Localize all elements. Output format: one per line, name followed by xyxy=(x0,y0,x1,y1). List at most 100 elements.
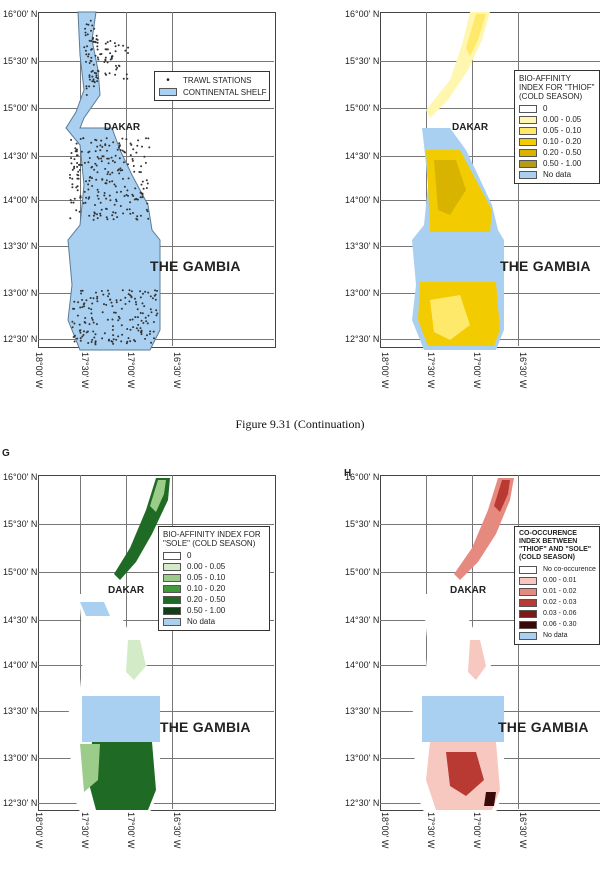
trawl-station-dot xyxy=(111,159,114,162)
trawl-station-dot xyxy=(112,141,115,144)
trawl-station-dot xyxy=(146,182,149,185)
trawl-station-dot xyxy=(129,212,132,215)
trawl-station-dot xyxy=(117,168,120,171)
trawl-station-dot xyxy=(117,315,120,318)
lat-label: 14°30' N xyxy=(3,615,38,625)
lon-label: 17°00' W xyxy=(472,812,482,849)
grid-line xyxy=(38,156,274,157)
legend-row: 0.10 - 0.20 xyxy=(515,136,599,147)
trawl-station-dot xyxy=(84,201,87,204)
trawl-station-dot xyxy=(110,301,113,304)
trawl-station-dot xyxy=(105,303,108,306)
lat-label: 15°00' N xyxy=(345,567,380,577)
trawl-station-dot xyxy=(141,193,144,196)
lon-label: 17°30' W xyxy=(80,352,90,389)
trawl-station-dot xyxy=(84,49,87,52)
trawl-station-dot xyxy=(116,148,119,151)
map-panel-thiof: 16°00' N 15°30' N 15°00' N 14°30' N 14°0… xyxy=(300,0,600,400)
trawl-station-dot xyxy=(149,295,152,298)
trawl-station-dot xyxy=(120,340,123,343)
trawl-station-dot xyxy=(111,180,114,183)
lat-label: 12°30' N xyxy=(3,798,38,808)
trawl-station-dot xyxy=(119,205,122,207)
trawl-station-dot xyxy=(95,76,98,79)
trawl-station-dot xyxy=(79,331,82,334)
trawl-station-dot xyxy=(104,167,107,170)
trawl-station-dot xyxy=(117,319,120,322)
map-grid xyxy=(38,475,276,811)
trawl-station-dot xyxy=(93,168,96,171)
trawl-station-dot xyxy=(96,69,99,72)
legend-swatch xyxy=(519,104,537,113)
grid-line xyxy=(38,200,274,201)
lat-label: 14°00' N xyxy=(345,660,380,670)
trawl-station-dot xyxy=(83,305,86,308)
legend-swatch xyxy=(519,115,537,124)
lat-label: 13°30' N xyxy=(345,706,380,716)
trawl-station-dot xyxy=(145,187,148,189)
trawl-station-dot xyxy=(96,38,99,41)
trawl-station-dot xyxy=(107,289,109,292)
trawl-station-dot xyxy=(71,168,74,171)
trawl-station-dot xyxy=(92,63,95,66)
lat-label: 13°00' N xyxy=(345,753,380,763)
trawl-station-dot xyxy=(91,165,94,168)
trawl-station-dot xyxy=(85,85,88,88)
trawl-station-dot xyxy=(115,191,118,194)
trawl-station-dot xyxy=(80,292,83,295)
trawl-station-dot xyxy=(104,42,107,45)
trawl-station-dot xyxy=(144,290,147,293)
dakar-label: DAKAR xyxy=(452,122,489,133)
trawl-station-dot xyxy=(99,53,102,56)
trawl-station-dot xyxy=(83,161,86,164)
trawl-station-dot xyxy=(96,145,99,148)
trawl-station-dot xyxy=(91,24,94,27)
trawl-station-dot xyxy=(80,150,83,153)
legend-row: 0.06 - 0.30 xyxy=(515,619,599,630)
lat-label: 16°00' N xyxy=(3,9,38,19)
trawl-station-dot xyxy=(95,178,98,181)
trawl-station-dot xyxy=(96,77,99,80)
trawl-station-dot xyxy=(114,45,117,48)
legend-row: 0.50 - 1.00 xyxy=(515,158,599,169)
trawl-station-dot xyxy=(87,183,90,186)
trawl-station-dot xyxy=(111,214,114,217)
trawl-station-dot xyxy=(69,217,72,220)
map-panel-sole: G 16°00' N 15°30' N 15°00' N 14°30' N 14… xyxy=(0,440,300,848)
trawl-station-dot xyxy=(152,321,155,323)
trawl-station-dot xyxy=(95,139,98,142)
grid-line xyxy=(426,12,427,346)
legend-label: 0.05 - 0.10 xyxy=(543,126,582,135)
trawl-station-dot xyxy=(108,180,111,183)
grid-line xyxy=(38,620,274,621)
trawl-station-dot xyxy=(71,177,74,180)
trawl-station-dot xyxy=(115,338,118,341)
trawl-station-dot xyxy=(99,149,102,152)
legend-row: No data xyxy=(515,169,599,183)
lon-label: 16°30' W xyxy=(172,352,182,389)
trawl-station-dot xyxy=(91,185,94,187)
trawl-station-dot xyxy=(156,312,159,315)
legend-label: 0.20 - 0.50 xyxy=(543,148,582,157)
lat-label: 12°30' N xyxy=(3,334,38,344)
legend-label: No co-occurence xyxy=(543,566,596,573)
trawl-station-dot xyxy=(140,329,143,332)
trawl-station-dot xyxy=(139,214,142,217)
trawl-station-dot xyxy=(94,343,97,346)
trawl-station-dot xyxy=(132,148,135,151)
legend-label: No data xyxy=(543,632,568,639)
map-grid xyxy=(38,12,276,348)
trawl-station-dot xyxy=(140,319,143,322)
trawl-station-dot xyxy=(75,142,78,145)
trawl-station-dot xyxy=(69,176,71,179)
legend-swatch xyxy=(519,631,537,640)
trawl-station-dot xyxy=(111,55,114,58)
trawl-station-dot xyxy=(139,191,142,194)
trawl-station-dot xyxy=(82,137,85,140)
trawl-station-dot xyxy=(127,52,129,54)
legend-label: 0.02 - 0.03 xyxy=(543,599,577,606)
trawl-station-dot xyxy=(73,322,76,325)
trawl-station-dot xyxy=(144,161,147,164)
legend-label: TRAWL STATIONS xyxy=(183,75,252,85)
trawl-station-dot xyxy=(114,50,117,53)
